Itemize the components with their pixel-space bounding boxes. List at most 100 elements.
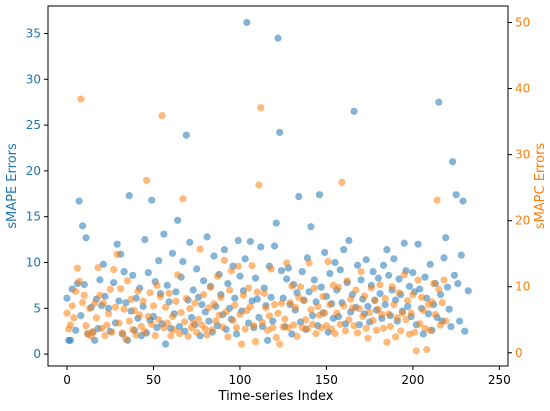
smape-point	[350, 107, 358, 115]
smapc-point	[231, 301, 239, 309]
smapc-point	[398, 309, 407, 317]
smapc-point	[212, 317, 220, 325]
smapc-point	[175, 330, 184, 338]
smape-point	[383, 246, 391, 254]
left-y-axis-label: sMAPE Errors	[5, 143, 20, 229]
smapc-point	[302, 316, 310, 324]
smape-point	[168, 249, 177, 257]
smape-point	[198, 301, 206, 309]
smapc-point	[360, 292, 369, 300]
smape-point	[220, 246, 228, 254]
smapc-point	[435, 285, 443, 293]
x-axis-label: Time-series Index	[218, 389, 334, 404]
smapc-point	[229, 316, 237, 325]
smapc-point	[391, 333, 400, 341]
smapc-point	[277, 299, 286, 307]
smape-point	[77, 312, 85, 320]
smape-point	[364, 302, 372, 311]
right-y-tick-label: 30	[515, 148, 530, 162]
smapc-point	[193, 328, 201, 336]
series-smape-points	[63, 18, 472, 348]
smapc-point	[364, 334, 372, 342]
smape-point	[435, 98, 443, 106]
smapc-point	[245, 284, 253, 292]
smape-point	[205, 317, 213, 325]
smapc-point	[296, 283, 305, 291]
smape-point	[385, 271, 393, 279]
smape-point	[362, 256, 370, 264]
smapc-point	[433, 196, 441, 204]
smape-point	[450, 271, 458, 279]
smapc-point	[372, 326, 381, 334]
smapc-point	[219, 323, 227, 331]
smape-point	[308, 312, 317, 320]
smape-point	[345, 236, 353, 245]
smapc-point	[92, 314, 101, 322]
smapc-point	[390, 300, 398, 309]
smapc-point	[426, 326, 434, 334]
smape-point	[376, 290, 384, 298]
smapc-point	[161, 303, 170, 311]
smape-point	[442, 234, 450, 242]
smapc-point	[338, 178, 346, 186]
smape-point	[409, 268, 417, 277]
smapc-point	[362, 324, 370, 332]
smapc-point	[91, 299, 99, 307]
smapc-point	[321, 309, 329, 317]
smapc-point	[283, 259, 291, 267]
smape-point	[251, 274, 260, 282]
smape-point	[260, 284, 268, 292]
smapc-point	[348, 304, 356, 312]
smapc-point	[393, 314, 401, 322]
x-tick-label: 100	[229, 373, 252, 387]
smapc-point	[374, 305, 382, 313]
smapc-point	[201, 325, 209, 333]
smape-point	[99, 260, 107, 268]
smapc-point	[123, 277, 132, 285]
smape-point	[381, 301, 389, 309]
smapc-point	[177, 308, 185, 317]
smape-point	[149, 312, 158, 321]
smape-point	[122, 299, 130, 307]
smape-point	[424, 310, 433, 318]
smapc-point	[265, 312, 273, 320]
smape-point	[253, 295, 261, 303]
smape-point	[317, 283, 325, 291]
smapc-point	[312, 330, 320, 338]
left-y-tick-label: 10	[26, 255, 41, 269]
smape-point	[113, 240, 121, 248]
smape-point	[200, 277, 208, 285]
smapc-point	[402, 316, 410, 324]
smape-point	[187, 313, 196, 322]
smapc-point	[385, 310, 393, 318]
smape-point	[104, 304, 113, 312]
smape-point	[452, 191, 460, 199]
series-smapc-points	[63, 95, 450, 355]
smape-point	[449, 158, 457, 166]
smape-point	[224, 279, 232, 288]
smapc-point	[419, 306, 427, 315]
smape-point	[236, 272, 244, 280]
smape-point	[340, 246, 348, 254]
smapc-point	[409, 291, 417, 299]
smape-point	[161, 340, 170, 348]
smapc-point	[85, 304, 94, 313]
smapc-point	[179, 195, 187, 203]
smapc-point	[144, 312, 152, 321]
x-tick-label: 50	[146, 373, 161, 387]
left-y-tick-label: 5	[33, 301, 41, 315]
right-y-tick-label: 20	[515, 214, 530, 228]
smapc-point	[110, 265, 118, 274]
smapc-point	[412, 347, 420, 355]
smape-point	[203, 233, 211, 241]
smapc-point	[234, 262, 242, 270]
smapc-point	[163, 319, 171, 327]
smapc-point	[99, 299, 107, 307]
smapc-point	[213, 272, 222, 280]
smapc-point	[341, 327, 350, 335]
smape-point	[110, 279, 118, 287]
smape-point	[305, 288, 313, 296]
smapc-point	[367, 284, 375, 292]
smapc-point	[407, 309, 415, 317]
